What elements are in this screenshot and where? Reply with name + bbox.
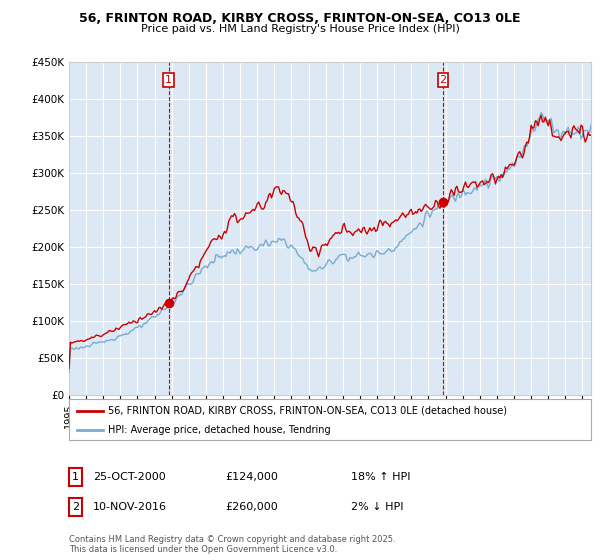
Text: £124,000: £124,000 <box>225 472 278 482</box>
Text: 1: 1 <box>165 75 172 85</box>
Text: 2% ↓ HPI: 2% ↓ HPI <box>351 502 404 512</box>
Text: Contains HM Land Registry data © Crown copyright and database right 2025.
This d: Contains HM Land Registry data © Crown c… <box>69 535 395 554</box>
Text: 2: 2 <box>440 75 446 85</box>
Text: £260,000: £260,000 <box>225 502 278 512</box>
Text: HPI: Average price, detached house, Tendring: HPI: Average price, detached house, Tend… <box>108 424 331 435</box>
Text: 18% ↑ HPI: 18% ↑ HPI <box>351 472 410 482</box>
Text: Price paid vs. HM Land Registry's House Price Index (HPI): Price paid vs. HM Land Registry's House … <box>140 24 460 34</box>
Text: 56, FRINTON ROAD, KIRBY CROSS, FRINTON-ON-SEA, CO13 0LE: 56, FRINTON ROAD, KIRBY CROSS, FRINTON-O… <box>79 12 521 25</box>
Text: 56, FRINTON ROAD, KIRBY CROSS, FRINTON-ON-SEA, CO13 0LE (detached house): 56, FRINTON ROAD, KIRBY CROSS, FRINTON-O… <box>108 405 507 416</box>
Text: 10-NOV-2016: 10-NOV-2016 <box>93 502 167 512</box>
Text: 25-OCT-2000: 25-OCT-2000 <box>93 472 166 482</box>
Text: 1: 1 <box>72 472 79 482</box>
Text: 2: 2 <box>72 502 79 512</box>
